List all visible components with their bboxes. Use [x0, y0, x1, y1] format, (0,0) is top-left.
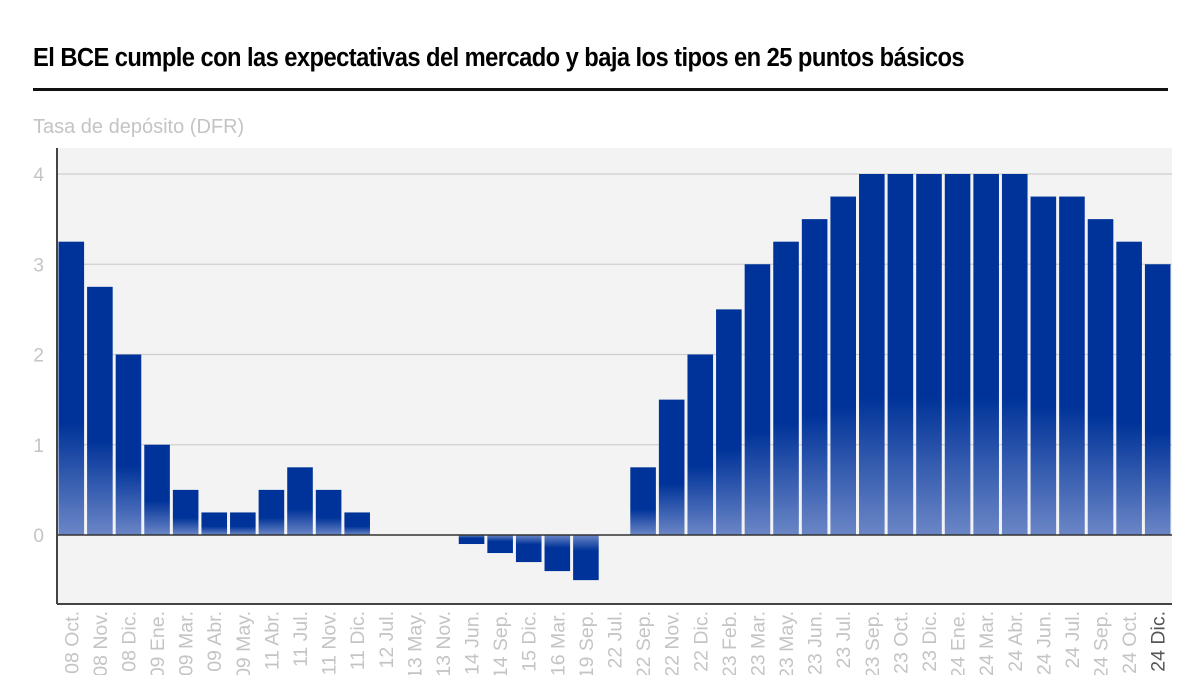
bar: [859, 174, 885, 535]
title-divider: [33, 88, 1168, 91]
x-tick-label: 23 Feb.: [719, 611, 741, 675]
axes: [56, 148, 1172, 605]
x-tick-label: 22 Jul.: [605, 611, 627, 668]
x-tick-label: 23 Sep.: [862, 611, 884, 675]
bar: [1116, 241, 1142, 535]
bar: [630, 467, 656, 535]
bar: [515, 535, 542, 563]
x-tick-label: 08 Dic.: [118, 611, 140, 672]
x-tick-label: 15 Dic.: [519, 611, 541, 672]
x-tick-label: 14 Jun.: [462, 611, 484, 675]
y-tick-label: 2: [33, 346, 44, 367]
x-tick-labels: 08 Oct. 08 Nov. 08 Dic. 09 Ene. 09 Mar. 09 Ab…: [61, 611, 1169, 675]
y-tick-labels: 0 1 2 3 4: [33, 165, 44, 547]
bar: [344, 512, 370, 535]
bar: [573, 535, 599, 581]
x-tick-label: 11 Dic.: [347, 611, 369, 670]
x-tick-label: 14 Sep.: [490, 611, 512, 675]
bar: [87, 286, 113, 535]
x-tick-label: 24 Dic.: [1148, 611, 1170, 672]
bar: [830, 196, 857, 535]
x-tick-label: 23 Jul.: [833, 611, 855, 668]
x-tick-label: 16 Mar.: [547, 611, 569, 675]
bar: [1001, 174, 1028, 535]
bar: [1030, 196, 1057, 535]
bar: [773, 241, 799, 535]
x-tick-label: 09 Abr.: [204, 611, 226, 672]
bar: [744, 264, 771, 535]
x-tick-label: 24 Sep.: [1091, 611, 1113, 675]
x-tick-label: 11 Abr.: [261, 611, 283, 670]
x-tick-label: 11 Nov.: [319, 611, 341, 675]
bar: [258, 489, 285, 535]
x-tick-label: 24 Mar.: [976, 611, 998, 675]
bar: [315, 489, 342, 535]
chart-title: El BCE cumple con las expectativas del m…: [33, 44, 965, 72]
y-tick-label: 3: [33, 255, 44, 276]
bar: [287, 467, 313, 535]
x-tick-label: 22 Sep.: [633, 611, 655, 675]
bar: [115, 354, 142, 535]
bar: [172, 489, 199, 535]
bar: [973, 174, 999, 535]
bar: [230, 512, 256, 535]
x-tick-label: 22 Dic.: [690, 611, 712, 672]
bar: [916, 174, 942, 535]
bar: [887, 174, 914, 535]
y-tick-label: 4: [33, 165, 44, 186]
bar: [58, 241, 85, 535]
y-axis-title: Tasa de depósito (DFR): [33, 116, 245, 138]
bar: [487, 535, 513, 554]
y-tick-label: 0: [33, 526, 44, 547]
bar: [1144, 264, 1171, 535]
x-tick-label: 08 Nov.: [90, 611, 112, 675]
x-tick-label: 12 Jul.: [376, 611, 398, 668]
x-tick-label: 08 Oct.: [61, 611, 83, 674]
x-tick-label: 09 Mar.: [176, 611, 198, 675]
bar: [658, 399, 685, 535]
bar: [1087, 219, 1114, 535]
x-tick-label: 22 Nov.: [662, 611, 684, 675]
x-tick-label: 24 Ene.: [948, 611, 970, 675]
x-tick-label: 13 Nov.: [433, 611, 455, 675]
x-tick-label: 23 Jun.: [805, 611, 827, 675]
bar: [687, 354, 714, 535]
x-tick-label: 24 Abr.: [1005, 611, 1027, 672]
x-tick-label: 13 May.: [404, 611, 426, 675]
x-tick-label: 23 Mar.: [747, 611, 769, 675]
bar: [801, 219, 828, 535]
x-tick-label: 23 Dic.: [919, 611, 941, 672]
x-tick-label: 23 Oct.: [890, 611, 912, 674]
x-tick-label: 11 Jul.: [290, 611, 312, 667]
y-tick-label: 1: [33, 436, 44, 457]
bar: [544, 535, 571, 572]
x-tick-label: 09 Ene.: [147, 611, 169, 675]
x-tick-label: 24 Oct.: [1119, 611, 1141, 674]
x-tick-label: 23 May.: [776, 611, 798, 675]
bar: [458, 535, 485, 545]
bar: [144, 444, 170, 535]
bars: [58, 174, 1171, 581]
bar: [1059, 196, 1085, 535]
x-tick-label: 09 May.: [233, 611, 255, 675]
bar: [201, 512, 228, 535]
x-tick-label: 24 Jul.: [1062, 611, 1084, 668]
x-tick-label: 19 Sep.: [576, 611, 598, 675]
x-tick-label: 24 Jun.: [1033, 611, 1055, 675]
bar: [716, 309, 742, 535]
bar: [944, 174, 971, 535]
